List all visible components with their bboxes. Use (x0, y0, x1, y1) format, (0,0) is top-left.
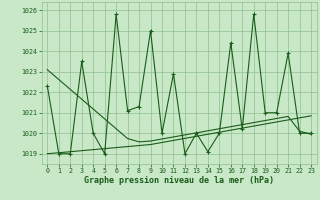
X-axis label: Graphe pression niveau de la mer (hPa): Graphe pression niveau de la mer (hPa) (84, 176, 274, 185)
